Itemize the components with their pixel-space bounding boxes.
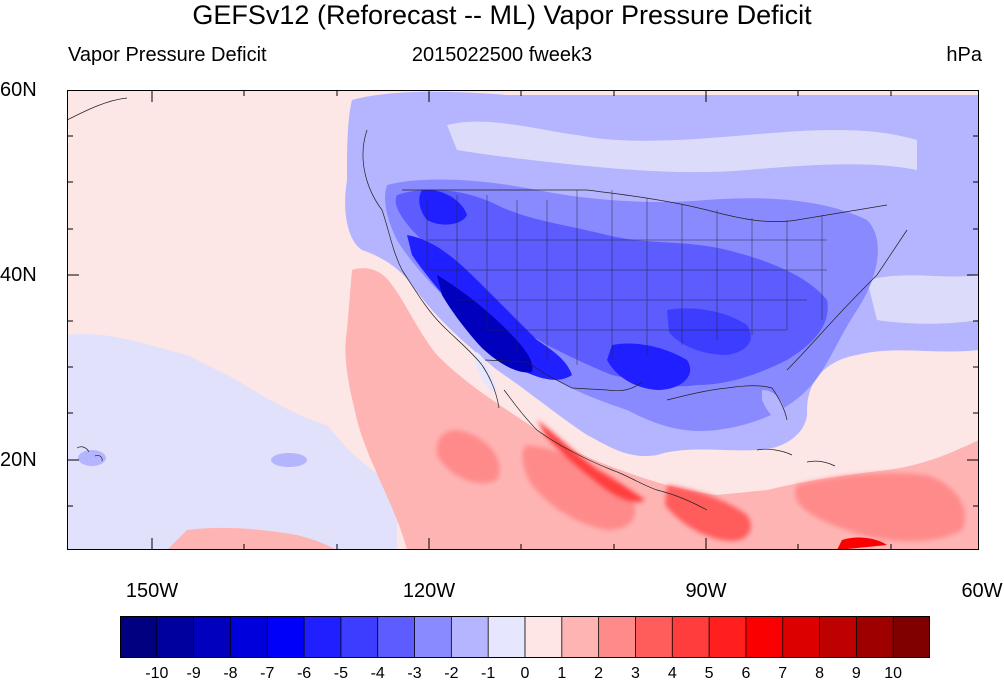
- colorbar-label: 1: [557, 665, 567, 682]
- florida-light-moist: [762, 390, 786, 422]
- us-mexico-border: [484, 359, 643, 392]
- colorbar-label: -3: [407, 665, 422, 682]
- us-canada-border: [402, 189, 888, 222]
- colorbar-label: 7: [778, 665, 788, 682]
- colorbar-box-17: [745, 616, 784, 658]
- colorbar-label: 4: [667, 665, 677, 682]
- colorbar-box-12: [561, 616, 600, 658]
- colorbar-box-4: [266, 616, 305, 658]
- colorbar-box-21: [892, 616, 930, 658]
- far-west-pale-region: [67, 230, 187, 340]
- colorbar-label: -4: [370, 665, 385, 682]
- variable-label: Vapor Pressure Deficit: [68, 44, 267, 66]
- colorbar-box-13: [598, 616, 637, 658]
- pacific-coast-dry-band: [345, 268, 979, 550]
- colorbar-box-19: [819, 616, 858, 658]
- vpd-map: [67, 90, 979, 550]
- hawaii-moist-spot: [78, 450, 106, 466]
- colorbar-label: -2: [444, 665, 459, 682]
- colorbar-box-11: [524, 616, 563, 658]
- caribbean-islands: [756, 448, 836, 467]
- california-arizona-extreme-moist: [437, 275, 533, 373]
- colorbar-label: -8: [223, 665, 238, 682]
- colorbar-label: 0: [520, 665, 530, 682]
- colorbar-box-2: [193, 616, 232, 658]
- colorbar-box-20: [855, 616, 894, 658]
- central-pacific-moist-spot: [271, 453, 307, 467]
- units-label: hPa: [946, 44, 982, 66]
- axis-ticks: [67, 90, 979, 550]
- south-pacific-dry-band: [167, 527, 337, 550]
- colorbar-label: 8: [815, 665, 824, 682]
- southwest-us-strong-moist: [407, 235, 572, 380]
- colorbar-box-18: [782, 616, 821, 658]
- colorbar-label: -6: [296, 665, 312, 682]
- colorbar-label: 2: [594, 665, 604, 682]
- colorbar-box-1: [156, 616, 195, 658]
- map-frame: [67, 90, 979, 550]
- colorbar-box-5: [303, 616, 342, 658]
- hawaii-outline: [76, 446, 103, 462]
- map-title: GEFSv12 (Reforecast -- ML) Vapor Pressur…: [192, 0, 812, 30]
- mexico-pacific-dry-patch: [522, 445, 636, 530]
- colorbar-label: -5: [333, 665, 349, 682]
- atlantic-moist-arm: [867, 275, 979, 324]
- lat-label-20n: 20N: [0, 449, 37, 471]
- pacific-northwest-strong-moist: [419, 189, 467, 225]
- colorbar-label: -7: [260, 665, 275, 682]
- colorbar-box-7: [377, 616, 416, 658]
- lon-label-150w: 150W: [125, 580, 179, 602]
- colorbar-label: 6: [741, 665, 751, 682]
- colorbar-label: 5: [704, 665, 714, 682]
- texas-gulf-strong-moist: [607, 343, 691, 390]
- baja-offshore-dry-patch: [436, 430, 500, 484]
- colorbar-label: -1: [481, 665, 496, 682]
- lon-label-120w: 120W: [402, 580, 456, 602]
- colorbar-frame: [120, 616, 930, 658]
- colorbar-box-3: [230, 616, 268, 658]
- colorbar-label: 10: [884, 665, 903, 682]
- canada-pale-band: [447, 121, 917, 173]
- mexico-coast-strong-dry-streak: [537, 420, 645, 502]
- colorbar-box-0: [120, 616, 158, 658]
- colorbar: [120, 616, 930, 658]
- central-america-dry-patch: [665, 485, 751, 541]
- lat-label-60n: 60N: [0, 79, 37, 101]
- colorbar-label: 9: [851, 665, 861, 682]
- forecast-date-label: 2015022500 fweek3: [411, 44, 593, 66]
- geographic-outlines: [67, 97, 908, 511]
- atlantic-pale-dry-area: [827, 355, 979, 465]
- west-pacific-slightly-moist-area: [67, 334, 397, 550]
- southeast-us-moist: [667, 308, 751, 355]
- venezuela-strong-dry-spot: [837, 537, 887, 550]
- colorbar-box-8: [414, 616, 453, 658]
- colorbar-box-9: [450, 616, 489, 658]
- colorbar-box-15: [671, 616, 710, 658]
- lon-label-60w: 60W: [961, 580, 1003, 602]
- north-america-coastline: [67, 97, 908, 511]
- colorbar-boxes: [120, 616, 930, 658]
- colorbar-box-10: [487, 616, 526, 658]
- colorbar-box-16: [708, 616, 747, 658]
- colorbar-label: -10: [145, 665, 169, 682]
- us-state-lines: [426, 190, 827, 365]
- colorbar-box-6: [340, 616, 379, 658]
- colorbar-label: 3: [631, 665, 640, 682]
- lon-label-90w: 90W: [685, 580, 727, 602]
- colorbar-label: -9: [186, 665, 201, 682]
- colorbar-box-14: [635, 616, 673, 658]
- lat-label-40n: 40N: [0, 264, 37, 286]
- caribbean-dry-patch: [795, 473, 966, 542]
